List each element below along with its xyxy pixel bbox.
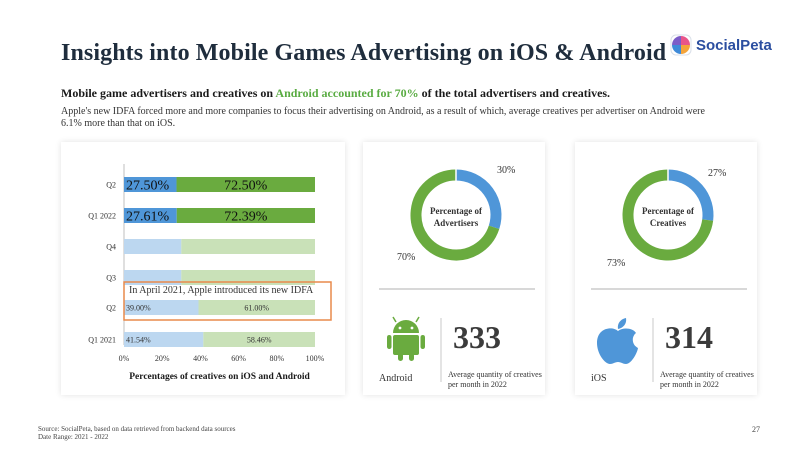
bar-data-label: 39.00%	[126, 304, 151, 313]
advertisers-donut-chart: Percentage of Advertisers 30% 70% Android 333…	[379, 165, 542, 389]
donut-slice-ios	[667, 169, 714, 221]
platform-label: Android	[379, 373, 412, 384]
x-axis-title: Percentages of creatives on iOS and Andr…	[129, 372, 310, 382]
donut-data-label: 73%	[607, 258, 625, 269]
stacked-bar-chart: Q2 27.50% 72.50% Q1 2022 27.61% 72.39% Q4 Q3 Q2 3…	[88, 164, 332, 382]
bar-ios	[124, 300, 199, 315]
page-title: Insights into Mobile Games Advertising o…	[61, 40, 667, 66]
footer: Source: SocialPeta, based on data retrie…	[38, 425, 235, 441]
x-tick-label: 100%	[306, 354, 325, 363]
subtitle-suffix: of the total advertisers and creatives.	[418, 86, 611, 100]
platform-label: iOS	[591, 373, 607, 384]
bar-ios	[124, 332, 204, 347]
donut-slice-android	[622, 169, 714, 261]
x-tick-label: 0%	[119, 354, 130, 363]
y-tick-label: Q2	[106, 304, 116, 313]
y-tick-label: Q4	[106, 243, 116, 252]
stat-value: 333	[453, 319, 501, 355]
logo-text: SocialPeta	[696, 36, 772, 54]
bar-data-label: 41.54%	[126, 336, 151, 345]
donut-center-label: Creatives	[650, 218, 687, 228]
creatives-donut-panel: Percentage of Creatives 27% 73% iOS 314 Averag…	[575, 142, 757, 395]
bar-ios	[124, 239, 182, 254]
description: Apple's new IDFA forced more and more co…	[61, 106, 705, 129]
footer-source: Source: SocialPeta, based on data retrie…	[38, 425, 236, 433]
bar-android	[176, 177, 315, 192]
bar-data-label: 58.46%	[247, 336, 272, 345]
stat-description: per month in 2022	[448, 380, 507, 389]
bar-ios	[124, 208, 177, 223]
subtitle-prefix: Mobile game advertisers and creatives on	[61, 86, 276, 100]
x-tick-label: 20%	[155, 354, 170, 363]
page-number: 27	[752, 425, 760, 434]
bar-android	[176, 208, 315, 223]
advertisers-donut-panel: Percentage of Advertisers 30% 70% Android 333…	[363, 142, 545, 395]
x-tick-label: 80%	[269, 354, 284, 363]
socialpeta-logo: SocialPeta	[670, 30, 772, 60]
bar-android	[203, 332, 315, 347]
donut-slice-android	[410, 169, 500, 261]
x-tick-label: 60%	[231, 354, 246, 363]
subtitle-highlight: Android accounted for 70%	[275, 86, 419, 100]
logo-mark-icon	[670, 34, 692, 56]
x-tick-label: 40%	[193, 354, 208, 363]
bar-chart-panel: Q2 27.50% 72.50% Q1 2022 27.61% 72.39% Q4 Q3 Q2 3…	[61, 142, 345, 395]
stat-description: per month in 2022	[660, 380, 719, 389]
donut-center-label: Percentage of	[642, 206, 695, 216]
y-tick-label: Q1 2021	[88, 336, 116, 345]
bar-android	[198, 300, 315, 315]
bar-data-label: 72.39%	[224, 210, 268, 225]
footer-range: Date Range: 2021 - 2022	[38, 433, 109, 441]
bar-data-label: 72.50%	[224, 179, 268, 194]
donut-slice-ios	[455, 169, 502, 230]
y-tick-label: Q1 2022	[88, 212, 116, 221]
donut-data-label: 70%	[397, 252, 415, 263]
stat-description: Average quantity of creatives	[660, 370, 754, 379]
y-tick-label: Q2	[106, 181, 116, 190]
donut-data-label: 30%	[497, 165, 515, 176]
bar-data-label: 61.00%	[244, 304, 269, 313]
y-tick-label: Q3	[106, 274, 116, 283]
bar-ios	[124, 177, 177, 192]
android-icon	[387, 316, 425, 361]
apple-icon	[597, 318, 638, 364]
donut-center-label: Advertisers	[434, 218, 479, 228]
bar-data-label: 27.61%	[126, 210, 170, 225]
annotation-text: In April 2021, Apple introduced its new …	[129, 285, 314, 296]
donut-data-label: 27%	[708, 168, 726, 179]
creatives-donut-chart: Percentage of Creatives 27% 73% iOS 314 Averag…	[591, 168, 754, 389]
bar-android	[181, 239, 315, 254]
stat-value: 314	[665, 319, 713, 355]
subtitle: Mobile game advertisers and creatives on…	[61, 86, 610, 101]
highlight-box	[123, 281, 332, 321]
stat-description: Average quantity of creatives	[448, 370, 542, 379]
donut-center-label: Percentage of	[430, 206, 483, 216]
bar-data-label: 27.50%	[126, 179, 170, 194]
